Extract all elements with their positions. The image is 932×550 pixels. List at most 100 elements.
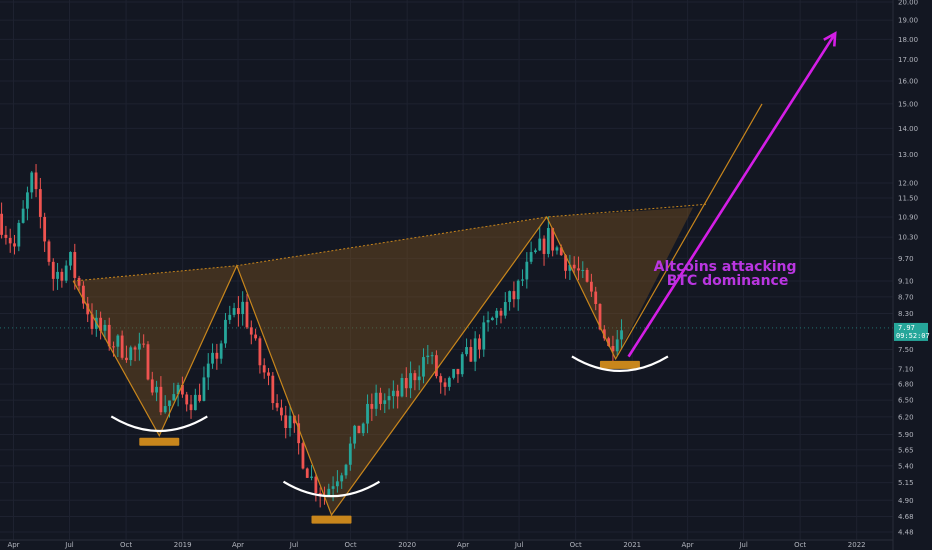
candle-body [396,390,400,397]
x-tick-label: Oct [120,541,132,549]
candle-body [241,301,245,315]
y-tick-label: 5.90 [898,431,914,439]
candle-body [361,423,365,434]
candle-body [30,172,34,193]
x-tick-label: 2021 [623,541,641,549]
candle-body [125,357,128,361]
candle-body [568,264,572,271]
y-tick-label: 5.40 [898,462,914,470]
candle-body [353,425,357,444]
candle-body [564,255,567,271]
candle-body [409,373,412,389]
candle-body [602,329,606,339]
candlestick-series [0,164,623,508]
candle-body [534,250,537,253]
candle-body [620,330,623,340]
y-tick-label: 14.00 [898,125,918,133]
candle-body [236,308,240,315]
candle-body [452,369,456,378]
candle-body [219,343,223,359]
candle-body [379,392,382,404]
candle-body [129,347,133,361]
x-tick-label: 2020 [398,541,416,549]
candle-body [589,281,593,292]
candle-body [335,481,339,487]
candle-body [615,339,619,352]
candle-body [331,486,335,489]
candle-body [8,237,12,244]
arrow-head [823,31,837,47]
candle-body [193,394,197,411]
candle-body [228,314,232,320]
y-tick-label: 4.90 [898,497,914,505]
candle-body [370,403,374,409]
candle-body [90,314,94,329]
candle-body [486,320,490,323]
candle-body [215,352,219,359]
y-tick-label: 13.00 [898,151,918,159]
candle-body [86,303,90,315]
candle-body [288,415,292,429]
candle-body [555,247,559,251]
candle-body [310,476,313,478]
candle-body [56,271,59,279]
cup-arc [282,480,381,498]
candle-body [400,377,404,397]
current-price-badge: 7.97 09:52:07 [894,322,930,341]
y-tick-label: 12.00 [898,179,918,187]
candle-body [142,343,146,345]
candle-body [21,208,25,223]
candle-body [572,264,576,269]
candle-body [465,347,468,355]
candle-body [0,213,3,235]
candle-body [357,425,361,434]
y-tick-label: 4.68 [898,513,914,521]
candle-body [73,252,77,278]
candle-body [146,344,150,380]
x-tick-label: Apr [7,541,19,549]
candle-body [551,228,555,251]
candle-body [4,234,8,238]
bottom-marker [599,360,640,369]
candle-body [435,355,438,377]
candle-body [529,252,533,262]
y-axis[interactable]: 20.00 19.00 18.00 17.00 16.00 15.00 14.00 13.00… [892,0,918,550]
candle-body [327,488,331,496]
candle-body [430,355,434,357]
candle-body [391,390,395,397]
candle-body [77,277,81,286]
bottom-marker [139,437,180,446]
neckline [73,203,707,282]
x-axis[interactable]: Apr Jul Oct 2019 Apr Jul Oct 2020 Apr Jul Oct 2021 A… [0,539,893,549]
candle-body [404,377,408,389]
candle-body [81,285,85,304]
current-price-label: 7.97 [898,324,915,332]
y-tick-label: 4.48 [898,529,914,537]
candle-body [13,243,16,247]
x-tick-label: Oct [570,541,582,549]
candle-body [189,404,193,411]
candle-body [422,357,425,377]
y-tick-label: 5.65 [898,446,914,454]
candle-body [181,384,184,395]
candle-body [538,238,542,251]
candle-body [26,192,29,209]
candle-body [594,291,598,305]
candle-body [417,376,421,381]
cup-arc [110,415,208,432]
candle-body [202,377,206,401]
candle-body [473,338,477,362]
candle-body [198,394,202,401]
candle-body [374,392,378,409]
candle-body [232,308,236,315]
y-tick-label: 7.50 [898,346,914,354]
candle-body [137,343,141,350]
candle-body [478,338,481,350]
candle-body [499,310,503,316]
candle-body [17,222,21,247]
candle-body [284,415,288,429]
candle-body [348,443,352,465]
x-tick-label: Apr [457,541,469,549]
